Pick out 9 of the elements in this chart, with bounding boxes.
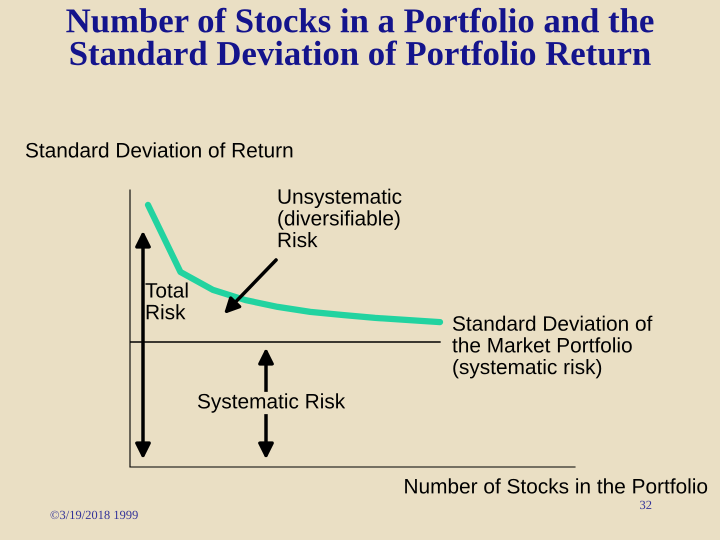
annotation: Total Risk [145, 282, 188, 320]
annotation: Unsystematic (diversifiable) Risk [278, 188, 402, 248]
y-axis-title: Standard Deviation of Return [26, 142, 292, 158]
x-axis-title: Number of Stocks in the Portfolio [405, 478, 708, 494]
annotation: Systematic Risk [198, 393, 346, 413]
chart-title: Number of Stocks in a Portfolio and the Standard Deviation of Portfolio Return [66, 8, 654, 66]
text: ©3/19/2018 1999 [50, 510, 138, 520]
text: Standard Deviation of the Market Portfolio (systematic risk) [452, 316, 652, 378]
text: 32 [640, 500, 652, 510]
